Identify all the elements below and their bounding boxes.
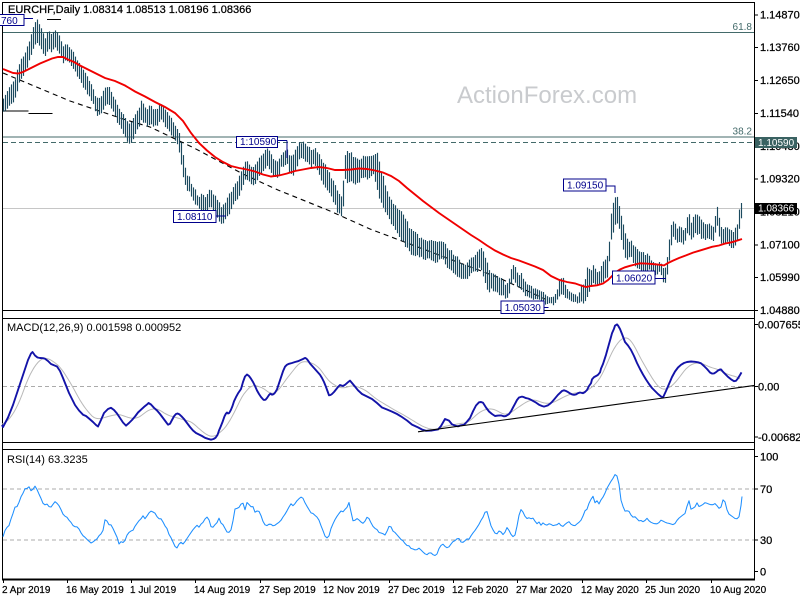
- svg-text:1.12650: 1.12650: [760, 75, 800, 87]
- svg-text:12 Feb 2020: 12 Feb 2020: [452, 585, 509, 596]
- svg-text:1.05990: 1.05990: [760, 272, 800, 284]
- svg-text:12 May 2020: 12 May 2020: [581, 585, 639, 596]
- svg-text:1.05030: 1.05030: [505, 303, 542, 314]
- svg-text:1.09320: 1.09320: [760, 174, 800, 186]
- svg-text:EURCHF,Daily 1.08314 1.08513: EURCHF,Daily 1.08314 1.08513 1.08196 1.0…: [8, 4, 251, 16]
- svg-text:-0.006822: -0.006822: [758, 432, 800, 444]
- svg-text:16 May 2019: 16 May 2019: [66, 585, 124, 596]
- svg-text:100: 100: [760, 452, 778, 464]
- svg-text:1.10590: 1.10590: [758, 138, 795, 149]
- svg-text:0.00: 0.00: [758, 381, 779, 393]
- svg-text:1 Jul 2019: 1 Jul 2019: [130, 585, 177, 596]
- svg-text:14 Aug 2019: 14 Aug 2019: [194, 585, 251, 596]
- svg-text:ActionForex.com: ActionForex.com: [457, 82, 637, 109]
- svg-text:1.09150: 1.09150: [567, 180, 604, 191]
- svg-text:0.007655: 0.007655: [758, 320, 800, 332]
- svg-text:1.11540: 1.11540: [760, 108, 799, 120]
- svg-text:RSI(14) 63.3235: RSI(14) 63.3235: [7, 454, 88, 466]
- svg-text:1.13760: 1.13760: [760, 42, 800, 54]
- svg-text:70: 70: [760, 484, 772, 496]
- svg-text:1:10590: 1:10590: [240, 137, 277, 148]
- svg-text:1.04880: 1.04880: [760, 305, 800, 317]
- svg-text:27 Mar 2020: 27 Mar 2020: [516, 585, 573, 596]
- svg-text:1.06020: 1.06020: [616, 274, 653, 285]
- svg-text:27 Dec 2019: 27 Dec 2019: [388, 585, 445, 596]
- svg-text:2 Apr 2019: 2 Apr 2019: [2, 585, 51, 596]
- svg-text:1.08110: 1.08110: [177, 212, 213, 223]
- svg-text:30: 30: [760, 535, 772, 547]
- svg-text:1.08366: 1.08366: [758, 204, 795, 215]
- svg-text:MACD(12,26,9) 0.001598 0.00095: MACD(12,26,9) 0.001598 0.000952: [7, 322, 181, 334]
- svg-text:760: 760: [1, 16, 18, 27]
- svg-text:12 Nov 2019: 12 Nov 2019: [323, 585, 380, 596]
- svg-text:1.14870: 1.14870: [760, 9, 800, 21]
- svg-text:1.07100: 1.07100: [760, 239, 800, 251]
- svg-text:25 Jun 2020: 25 Jun 2020: [645, 585, 700, 596]
- svg-text:61.8: 61.8: [733, 22, 753, 33]
- svg-text:0: 0: [760, 567, 766, 579]
- svg-text:38.2: 38.2: [733, 127, 753, 138]
- svg-text:27 Sep 2019: 27 Sep 2019: [259, 585, 316, 596]
- svg-text:10 Aug 2020: 10 Aug 2020: [710, 585, 767, 596]
